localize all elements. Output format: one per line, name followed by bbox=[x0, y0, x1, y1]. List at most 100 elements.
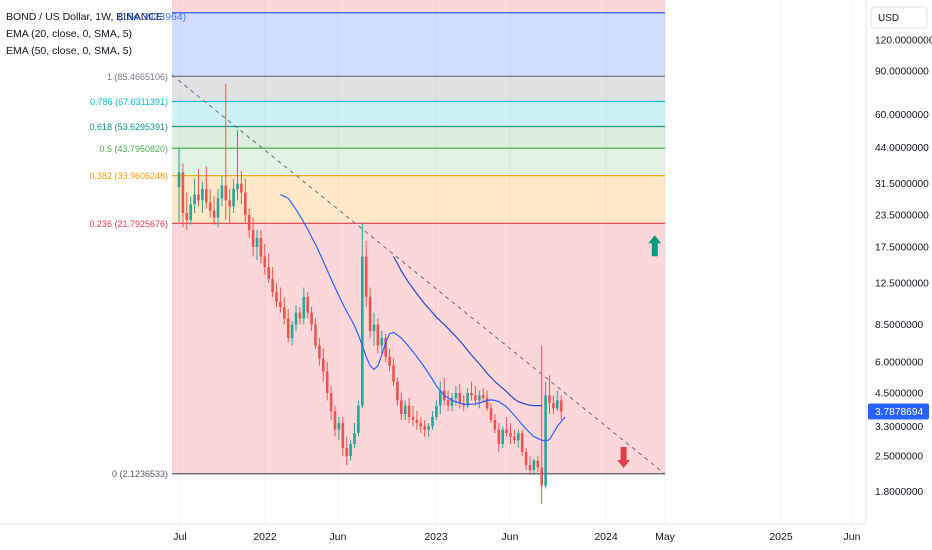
candle-body bbox=[314, 324, 317, 346]
candle-body bbox=[524, 451, 528, 466]
candle-body bbox=[481, 395, 485, 398]
candle-body bbox=[325, 371, 329, 393]
candle-body bbox=[244, 192, 247, 216]
candle-body bbox=[251, 229, 255, 247]
fib-zone-extension bbox=[172, 12, 665, 77]
fib-zone-0382-0236 bbox=[172, 175, 665, 224]
candle-body bbox=[384, 338, 387, 357]
currency-button[interactable] bbox=[870, 6, 928, 29]
candle-body bbox=[478, 395, 481, 401]
candle-body bbox=[423, 426, 426, 430]
fib-zone-1-0786 bbox=[172, 76, 665, 102]
candle-body bbox=[474, 395, 477, 401]
price-axis-area bbox=[866, 0, 932, 550]
fib-zone-0236-0 bbox=[172, 223, 665, 474]
candle-body bbox=[240, 183, 243, 193]
fib-label-3: 0.5 (43.7950820) bbox=[99, 144, 168, 154]
candle-body bbox=[556, 400, 559, 409]
candle-body bbox=[212, 210, 216, 218]
y-tick-label-6: 17.5000000 bbox=[875, 242, 929, 253]
candle-body bbox=[286, 318, 290, 339]
candle-body bbox=[177, 172, 181, 188]
candle-body bbox=[505, 429, 508, 434]
candle-body bbox=[454, 392, 458, 398]
candle-body bbox=[497, 429, 501, 444]
y-tick-label-2: 60.0000000 bbox=[875, 110, 929, 121]
candle-body bbox=[466, 392, 469, 406]
candle-body bbox=[517, 433, 520, 441]
legend-overlap-value: (154.3923964) bbox=[117, 11, 187, 23]
legend-title-row[interactable]: BOND / US Dollar, 1W, BINANCE (154.39239… bbox=[6, 9, 186, 26]
x-tick-label-7: 2025 bbox=[769, 531, 793, 543]
candle-body bbox=[290, 324, 294, 339]
candle-body bbox=[528, 465, 532, 470]
candle-body bbox=[283, 307, 286, 319]
candle-body bbox=[185, 212, 189, 220]
candle-body bbox=[181, 172, 185, 213]
candle-body bbox=[540, 467, 543, 486]
candle-body bbox=[392, 365, 395, 382]
candle-body bbox=[419, 423, 423, 427]
current-price-label: 3.7878694 bbox=[875, 407, 923, 418]
candle-body bbox=[294, 312, 298, 325]
candle-body bbox=[267, 267, 270, 279]
candle-body bbox=[415, 419, 419, 424]
candle-body bbox=[559, 400, 563, 412]
candle-body bbox=[341, 423, 345, 448]
fib-zone-05-0382 bbox=[172, 148, 665, 176]
fib-zone-top bbox=[172, 0, 665, 13]
x-tick-label-6: May bbox=[655, 531, 676, 543]
x-tick-label-5: 2024 bbox=[594, 531, 618, 543]
candle-body bbox=[435, 405, 438, 417]
legend-ema20[interactable]: EMA (20, close, 0, SMA, 5) bbox=[6, 28, 133, 40]
fib-label-0: 1 (85.4665106) bbox=[107, 72, 168, 82]
legend-ema50[interactable]: EMA (50, close, 0, SMA, 5) bbox=[6, 45, 133, 57]
candle-body bbox=[205, 188, 208, 203]
fib-label-4: 0.382 (33.9606248) bbox=[89, 171, 168, 181]
candle-body bbox=[189, 204, 192, 220]
candle-body bbox=[431, 416, 434, 427]
candle-body bbox=[306, 296, 309, 313]
legend-symbol[interactable]: BOND / US Dollar, 1W, BINANCE bbox=[6, 11, 163, 23]
candle-body bbox=[279, 301, 282, 308]
x-tick-label-0: Jul bbox=[173, 531, 186, 543]
x-tick-label-4: Jun bbox=[502, 531, 519, 543]
candle-body bbox=[302, 296, 306, 319]
ema50-line bbox=[392, 256, 542, 407]
fib-label-6: 0 (2.1236533) bbox=[112, 469, 168, 479]
candle-body bbox=[407, 405, 411, 417]
candle-body bbox=[255, 238, 259, 247]
candle-body bbox=[388, 356, 391, 366]
candle-body bbox=[548, 395, 551, 403]
candle-body bbox=[349, 443, 352, 457]
candle-body bbox=[259, 238, 263, 257]
ema20-line bbox=[280, 193, 566, 442]
candle-body bbox=[427, 426, 430, 430]
candle-body bbox=[263, 256, 267, 268]
candle-body bbox=[458, 392, 462, 403]
y-tick-label-10: 4.5000000 bbox=[875, 388, 923, 399]
candle-body bbox=[493, 419, 497, 430]
candle-body bbox=[333, 411, 337, 430]
candle-body bbox=[372, 324, 376, 332]
candle-body bbox=[485, 397, 489, 409]
candle-body bbox=[536, 460, 540, 468]
candle-body bbox=[353, 433, 356, 444]
current-price-badge bbox=[868, 403, 929, 420]
y-tick-label-11: 3.3000000 bbox=[875, 422, 923, 433]
candle-body bbox=[368, 296, 372, 332]
candle-body bbox=[357, 405, 360, 434]
candle-body bbox=[513, 436, 516, 441]
x-tick-label-8: Jun bbox=[844, 531, 861, 543]
candle-body bbox=[380, 338, 384, 346]
y-tick-label-9: 6.0000000 bbox=[875, 358, 923, 369]
y-tick-label-1: 90.0000000 bbox=[875, 66, 929, 77]
candle-body bbox=[208, 202, 212, 211]
currency-label: USD bbox=[878, 13, 899, 24]
y-tick-label-7: 12.5000000 bbox=[875, 279, 929, 290]
candle-body bbox=[197, 194, 200, 201]
chart-legend: BOND / US Dollar, 1W, BINANCE (154.39239… bbox=[6, 9, 186, 60]
y-tick-label-3: 44.0000000 bbox=[875, 143, 929, 154]
